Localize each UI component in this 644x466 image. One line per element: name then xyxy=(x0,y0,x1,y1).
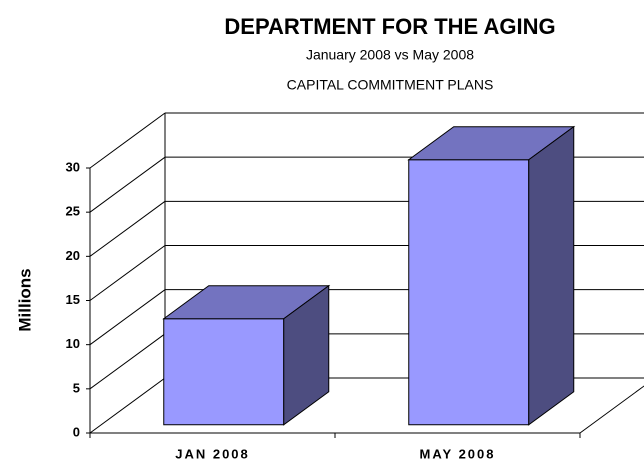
bar xyxy=(407,125,576,426)
grid-line xyxy=(89,112,166,169)
y-tick-label: 0 xyxy=(73,424,80,439)
grid-line xyxy=(89,245,166,301)
y-tick-label: 30 xyxy=(66,159,80,174)
bar-face xyxy=(163,318,285,426)
x-tick-label: JAN 2008 xyxy=(175,446,250,461)
bar-face xyxy=(408,159,530,426)
floor-edge xyxy=(579,385,644,434)
grid-line xyxy=(89,377,166,434)
y-axis-label: Millions xyxy=(15,268,34,331)
bar-face xyxy=(283,284,330,426)
y-tick-label: 5 xyxy=(73,380,80,395)
chart-title: DEPARTMENT FOR THE AGING xyxy=(224,14,555,39)
grid-line xyxy=(89,333,166,390)
chart-subtitle: January 2008 vs May 2008 xyxy=(306,47,474,63)
y-tick-label: 25 xyxy=(66,204,80,219)
grid-line xyxy=(89,156,166,213)
bar-face xyxy=(528,125,575,426)
chart-subtitle: CAPITAL COMMITMENT PLANS xyxy=(287,77,494,93)
y-tick-label: 20 xyxy=(66,248,80,263)
y-tick-label: 15 xyxy=(66,292,80,307)
bar xyxy=(162,284,331,426)
y-tick-label: 10 xyxy=(66,336,80,351)
grid-line xyxy=(89,200,166,257)
grid-line xyxy=(89,289,166,346)
x-tick-label: MAY 2008 xyxy=(420,446,496,461)
